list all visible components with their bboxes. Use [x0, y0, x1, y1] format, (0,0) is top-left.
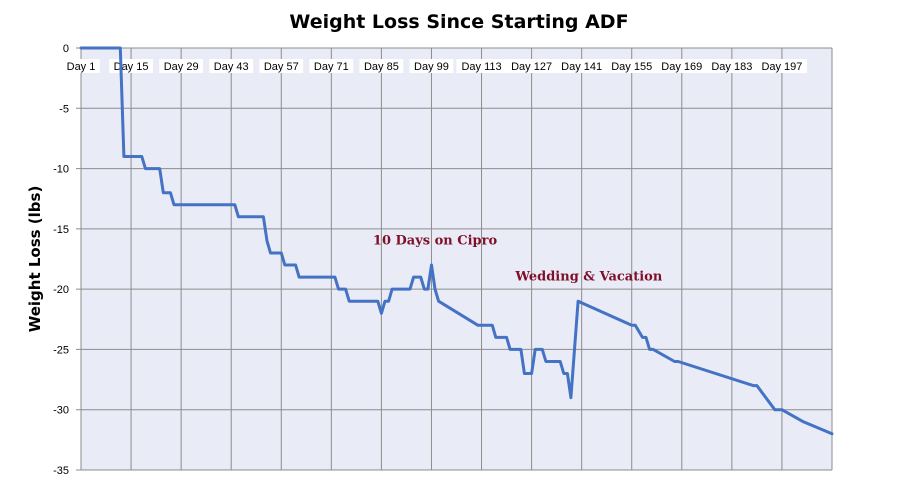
- x-tick-label-bg: [506, 59, 557, 73]
- y-tick-label: -10: [53, 164, 69, 176]
- x-tick-label-bg: [309, 59, 354, 73]
- x-tick-label: Day 99: [414, 61, 449, 73]
- x-tick-label-bg: [706, 59, 757, 73]
- x-tick-label-bg: [556, 59, 607, 73]
- x-tick-label: Day 43: [214, 61, 249, 73]
- x-tick-label: Day 57: [264, 61, 299, 73]
- chart-title: Weight Loss Since Starting ADF: [289, 11, 628, 33]
- y-tick-label: -30: [53, 405, 69, 417]
- x-tick-label-bg: [209, 59, 254, 73]
- x-tick-label: Day 155: [611, 61, 652, 73]
- x-tick-label: Day 183: [711, 61, 752, 73]
- x-tick-label: Day 113: [461, 61, 501, 73]
- plot-background: [81, 48, 832, 470]
- x-tick-label-bg: [259, 59, 304, 73]
- x-tick-label: Day 127: [511, 61, 552, 73]
- x-tick-label-bg: [409, 59, 454, 73]
- y-tick-label: -35: [53, 465, 69, 477]
- x-tick-label: Day 169: [661, 61, 702, 73]
- x-tick-label-bg: [359, 59, 404, 73]
- x-tick-label: Day 85: [364, 61, 399, 73]
- x-tick-label: Day 1: [67, 61, 96, 73]
- x-tick-label-bg: [159, 59, 204, 73]
- x-tick-label-bg: [456, 59, 507, 73]
- x-tick-label: Day 29: [164, 61, 199, 73]
- x-tick-label-bg: [62, 59, 100, 73]
- chart-annotation: 10 Days on Cipro: [373, 234, 498, 249]
- x-tick-label-bg: [756, 59, 807, 73]
- x-tick-label-bg: [656, 59, 707, 73]
- y-tick-label: 0: [63, 43, 69, 55]
- chart-annotation: Wedding & Vacation: [514, 270, 663, 285]
- y-tick-label: -20: [53, 284, 69, 296]
- y-tick-label: -25: [53, 344, 69, 356]
- x-tick-label: Day 197: [761, 61, 802, 73]
- y-tick-label: -15: [53, 224, 69, 236]
- x-tick-label: Day 71: [314, 61, 349, 73]
- x-tick-label: Day 141: [561, 61, 602, 73]
- plot-area: 0 -5 -10 -15 -20 -25 -30 -35 Day 1 Day 15 Day 29 Da…: [53, 43, 834, 477]
- series-line: [79, 46, 834, 436]
- x-tick-label-bg: [606, 59, 657, 73]
- y-tick-label: -5: [59, 103, 69, 115]
- y-axis-label: Weight Loss (lbs): [26, 186, 44, 333]
- x-tick-label: Day 15: [114, 61, 149, 73]
